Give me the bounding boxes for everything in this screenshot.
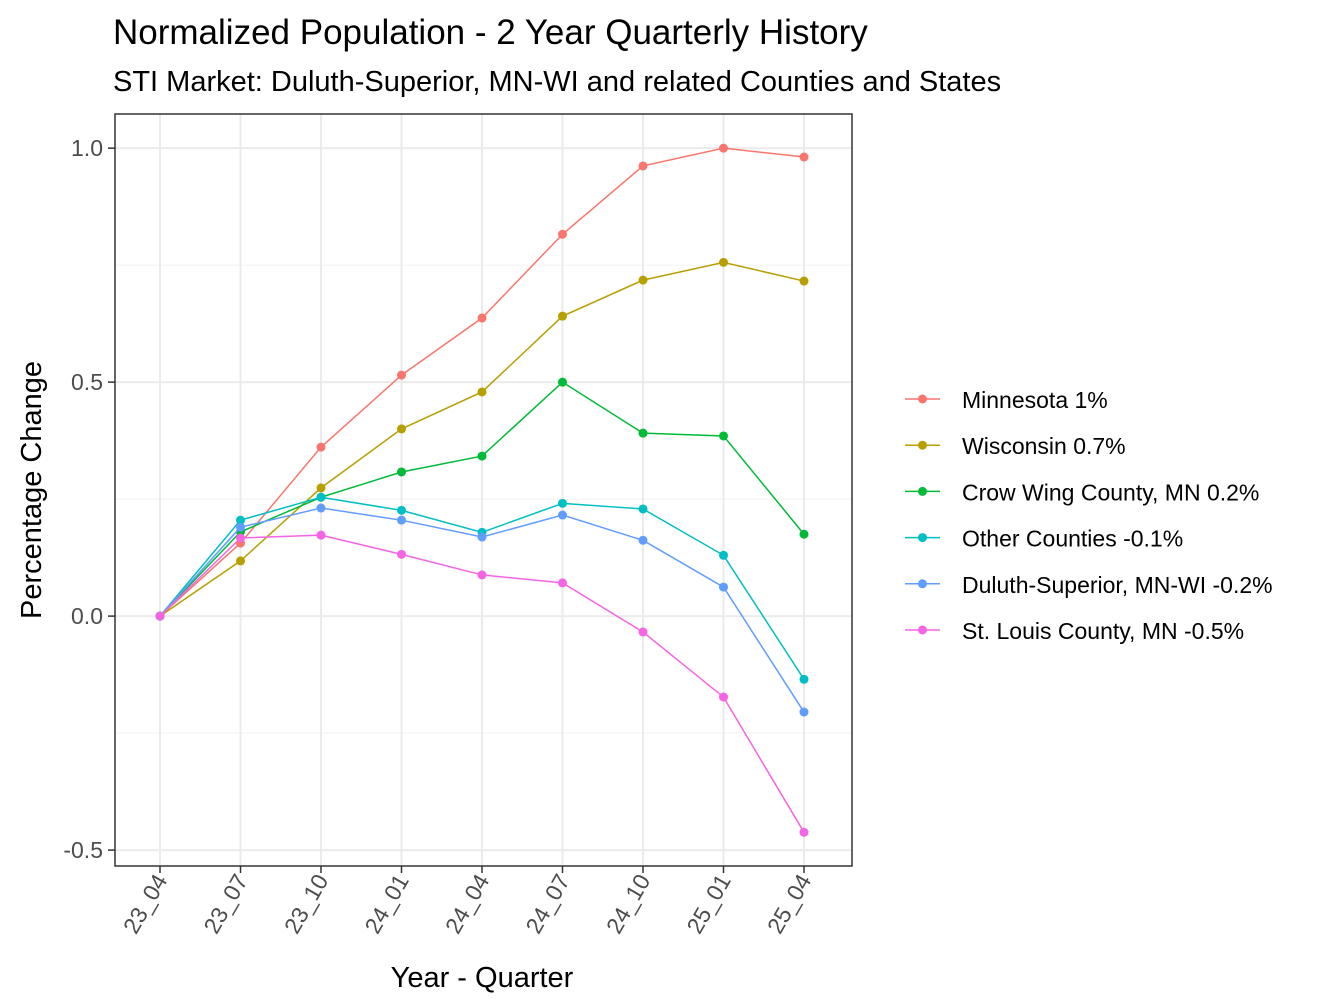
legend-key-point — [918, 486, 927, 496]
data-point — [558, 229, 567, 239]
data-point — [719, 143, 728, 153]
y-tick-label: 0.0 — [71, 603, 103, 629]
data-point — [558, 578, 567, 588]
legend-label: St. Louis County, MN -0.5% — [962, 618, 1244, 644]
data-point — [316, 442, 326, 452]
legend-key-point — [918, 440, 927, 450]
chart-title: Normalized Population - 2 Year Quarterly… — [113, 13, 868, 52]
data-point — [397, 424, 406, 434]
data-point — [477, 570, 487, 580]
data-point — [316, 492, 326, 502]
data-point — [397, 515, 406, 525]
data-point — [719, 550, 728, 560]
chart-subtitle: STI Market: Duluth-Superior, MN-WI and r… — [113, 66, 1001, 98]
data-point — [799, 529, 809, 539]
data-point — [397, 505, 406, 515]
y-axis-label: Percentage Change — [16, 361, 48, 619]
legend-key-point — [918, 533, 927, 543]
legend-label: Minnesota 1% — [962, 387, 1108, 413]
data-point — [397, 370, 406, 380]
legend-key-point — [918, 625, 927, 635]
data-point — [316, 503, 326, 513]
x-tick-label: 24_04 — [440, 869, 495, 938]
data-point — [719, 257, 728, 267]
data-point — [397, 549, 406, 559]
data-point — [558, 510, 567, 520]
axes: -0.5 0.0 0.5 1.0 23_04 23_07 23_10 24_01 24_04 24… — [63, 135, 816, 938]
data-point — [236, 533, 245, 543]
legend-key-point — [918, 579, 927, 589]
legend: Minnesota 1% Wisconsin 0.7% Crow Wing Coun… — [905, 387, 1273, 644]
data-point — [155, 611, 165, 621]
data-point — [638, 535, 648, 545]
data-point — [316, 483, 326, 493]
x-tick-label: 24_07 — [520, 870, 575, 938]
x-tick-label: 23_04 — [118, 869, 173, 938]
y-tick-label: 1.0 — [71, 135, 103, 161]
data-point — [558, 377, 567, 387]
data-point — [799, 674, 809, 684]
x-tick-label: 23_07 — [198, 870, 253, 938]
x-tick-label: 23_10 — [279, 870, 334, 938]
data-point — [719, 431, 728, 441]
data-point — [638, 275, 648, 285]
data-point — [638, 504, 648, 514]
data-point — [477, 387, 487, 397]
data-point — [236, 522, 245, 532]
x-axis-label: Year - Quarter — [391, 962, 574, 994]
data-point — [236, 515, 245, 525]
data-point — [397, 467, 406, 477]
data-point — [477, 313, 487, 323]
data-point — [799, 827, 809, 837]
legend-label: Wisconsin 0.7% — [962, 433, 1126, 459]
data-point — [799, 152, 809, 162]
data-point — [477, 532, 487, 542]
legend-label: Crow Wing County, MN 0.2% — [962, 479, 1259, 505]
data-point — [719, 582, 728, 592]
data-point — [558, 311, 567, 321]
x-tick-label: 25_04 — [762, 869, 817, 938]
legend-label: Other Counties -0.1% — [962, 526, 1183, 552]
data-point — [638, 428, 648, 438]
data-point — [719, 692, 728, 702]
x-tick-label: 24_10 — [601, 870, 656, 938]
y-tick-label: 0.5 — [71, 369, 103, 395]
data-point — [638, 627, 648, 637]
plot-panel-border — [114, 113, 853, 867]
series-lines — [155, 143, 809, 837]
legend-key-point — [918, 394, 927, 404]
legend-label: Duluth-Superior, MN-WI -0.2% — [962, 572, 1273, 598]
y-tick-label: -0.5 — [63, 837, 103, 863]
x-tick-label: 24_01 — [359, 870, 414, 938]
data-point — [799, 276, 809, 286]
data-point — [638, 161, 648, 171]
data-point — [799, 707, 809, 717]
data-point — [316, 530, 326, 540]
data-point — [558, 498, 567, 508]
data-point — [477, 451, 487, 461]
x-tick-label: 25_01 — [681, 870, 736, 938]
grid — [115, 114, 852, 866]
data-point — [236, 556, 245, 566]
